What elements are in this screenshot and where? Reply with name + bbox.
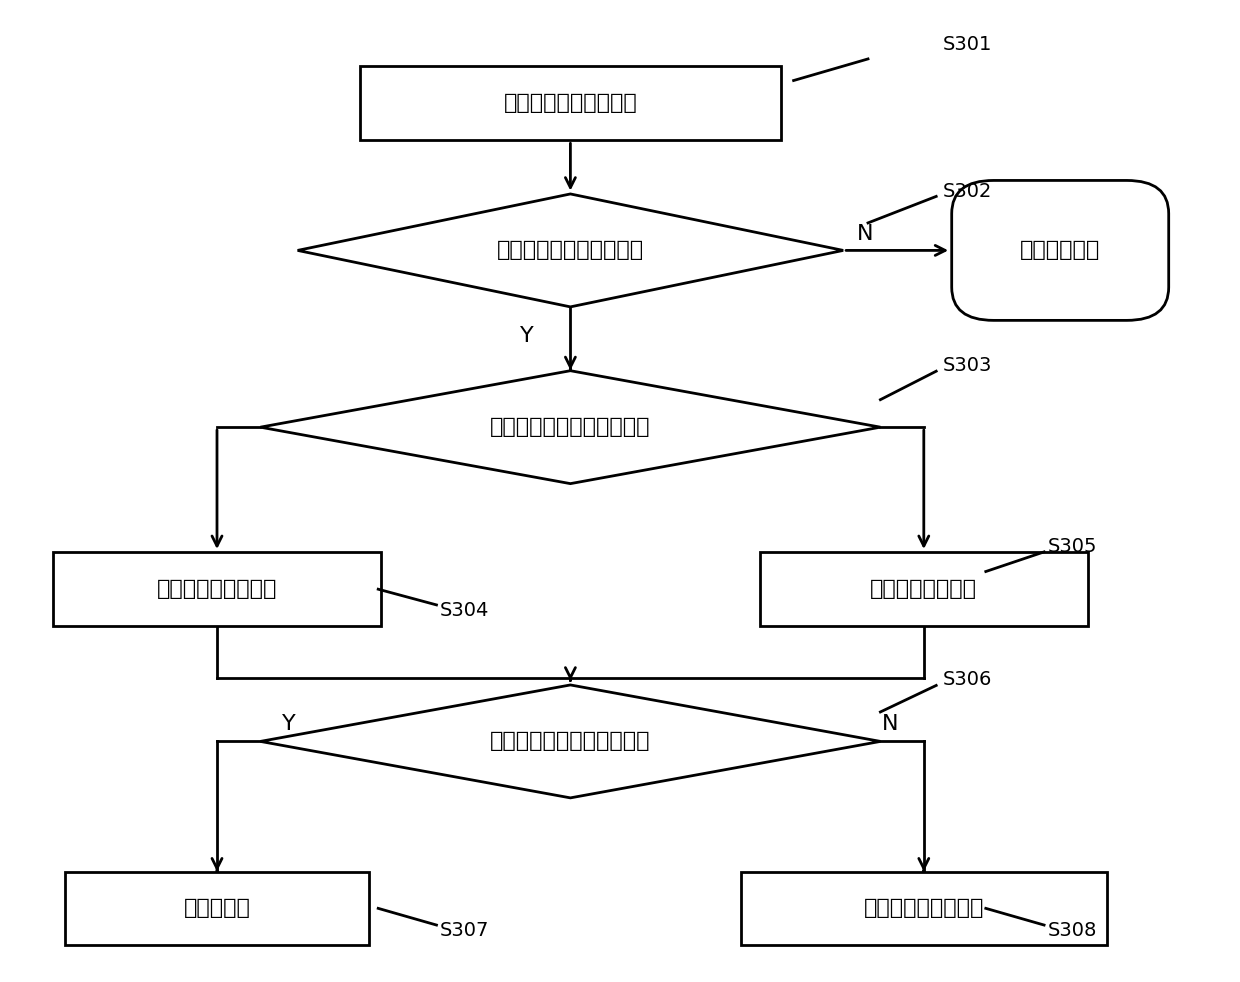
Polygon shape: [260, 685, 880, 797]
Text: S308: S308: [1048, 921, 1097, 941]
Text: S306: S306: [942, 670, 992, 689]
Text: 电刺激完成: 电刺激完成: [184, 899, 250, 918]
FancyBboxPatch shape: [759, 552, 1089, 627]
Text: 本次控制结束: 本次控制结束: [1021, 241, 1100, 260]
FancyBboxPatch shape: [360, 67, 781, 140]
Text: Y: Y: [281, 714, 296, 734]
Text: S304: S304: [440, 601, 490, 621]
Text: S303: S303: [942, 355, 992, 375]
FancyBboxPatch shape: [952, 181, 1168, 320]
FancyBboxPatch shape: [742, 872, 1107, 945]
Text: 计算肘部夹角和角速度: 计算肘部夹角和角速度: [503, 93, 637, 113]
Polygon shape: [260, 371, 880, 484]
Text: S302: S302: [942, 182, 992, 201]
Polygon shape: [298, 194, 843, 307]
Text: 调整电刺激控制参数: 调整电刺激控制参数: [863, 899, 985, 918]
Text: 各手指弯曲角度均大于阈值: 各手指弯曲角度均大于阈值: [490, 732, 651, 751]
Text: S305: S305: [1048, 537, 1097, 557]
Text: Y: Y: [520, 326, 534, 346]
Text: 已存在对应电刺激控制参数: 已存在对应电刺激控制参数: [490, 417, 651, 437]
Text: 肘部角度位于预设范围内: 肘部角度位于预设范围内: [497, 241, 644, 260]
Text: S301: S301: [942, 34, 992, 54]
Text: N: N: [857, 224, 874, 244]
Text: 使用默认控制参数: 使用默认控制参数: [870, 579, 977, 599]
FancyBboxPatch shape: [64, 872, 370, 945]
FancyBboxPatch shape: [52, 552, 382, 627]
Text: N: N: [882, 714, 899, 734]
Text: 使用已存在控制参数: 使用已存在控制参数: [156, 579, 278, 599]
Text: S307: S307: [440, 921, 490, 941]
